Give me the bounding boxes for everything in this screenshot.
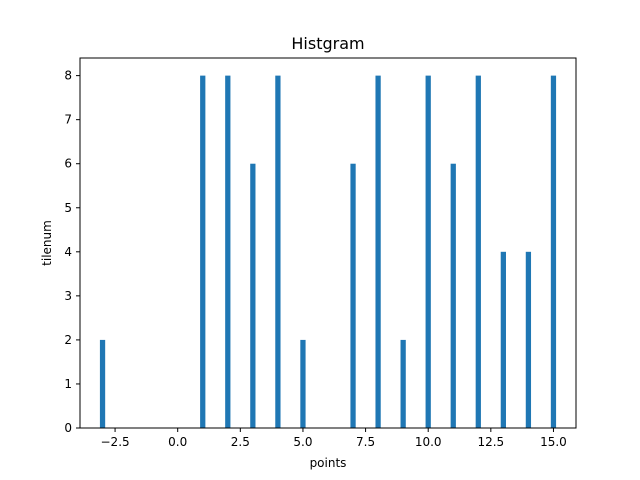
bar-10 [450, 163, 456, 428]
bar-1 [200, 75, 206, 428]
y-axis: 0 1 2 3 4 5 6 7 8 [64, 69, 80, 435]
chart-title: Histgram [291, 34, 364, 53]
y-tick-label-4: 4 [64, 245, 72, 259]
y-tick-label-1: 1 [64, 377, 72, 391]
x-tick-label-7: 15.0 [540, 435, 567, 449]
bar-3 [250, 163, 256, 428]
bar-14 [550, 75, 557, 428]
x-axis-label: points [310, 456, 347, 470]
bar-11 [475, 75, 481, 428]
y-tick-label-6: 6 [64, 157, 72, 171]
x-tick-label-6: 12.5 [477, 435, 504, 449]
plot-frame [79, 57, 577, 429]
y-tick-label-2: 2 [64, 333, 72, 347]
bar-13 [525, 251, 532, 428]
y-tick-label-8: 8 [64, 69, 72, 83]
x-tick-label-3: 5.0 [293, 435, 312, 449]
bar-12 [500, 251, 506, 428]
x-tick-label-5: 10.0 [415, 435, 442, 449]
bar-2 [225, 75, 231, 428]
bar-7 [375, 75, 381, 428]
y-axis-label: tilenum [40, 220, 54, 266]
y-tick-label-3: 3 [64, 289, 72, 303]
bar-8 [400, 339, 406, 428]
bars-group [99, 75, 557, 428]
bar-5 [300, 339, 306, 428]
bar-6 [350, 163, 356, 428]
x-tick-label-1: 0.0 [168, 435, 187, 449]
x-axis: −2.5 0.0 2.5 5.0 7.5 10.0 12.5 15.0 [101, 428, 567, 449]
x-tick-label-0: −2.5 [101, 435, 130, 449]
y-tick-label-5: 5 [64, 201, 72, 215]
y-tick-label-0: 0 [64, 421, 72, 435]
y-tick-label-7: 7 [64, 113, 72, 127]
x-tick-label-4: 7.5 [356, 435, 375, 449]
bar-9 [425, 75, 431, 428]
bar-0 [99, 339, 106, 428]
x-tick-label-2: 2.5 [231, 435, 250, 449]
bar-4 [275, 75, 281, 428]
